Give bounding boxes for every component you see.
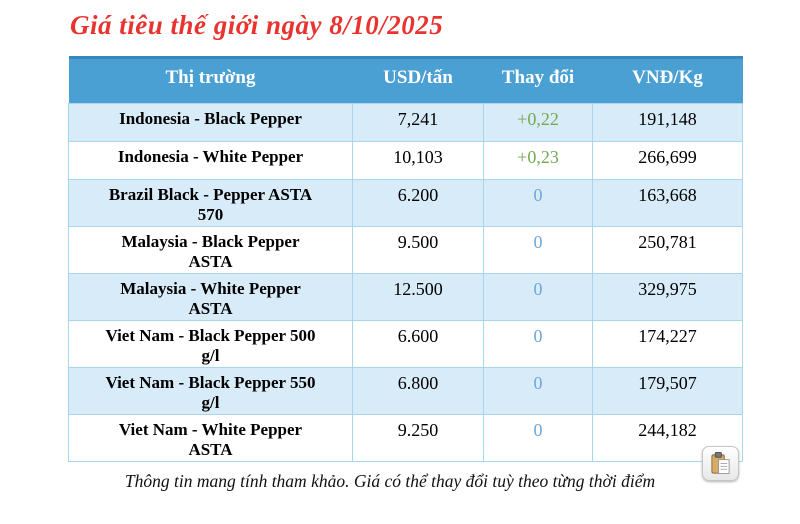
change-cell: +0,23 — [483, 141, 593, 180]
usd-price-cell: 7,241 — [352, 103, 484, 142]
clipboard-icon — [709, 451, 732, 476]
table-row: Viet Nam - Black Pepper 550 g/l 6.800 0 … — [68, 367, 743, 415]
usd-price-cell: 6.800 — [352, 367, 484, 415]
market-cell: Brazil Black - Pepper ASTA 570 — [68, 179, 353, 227]
usd-price-cell: 9.250 — [352, 414, 484, 462]
table-row: Viet Nam - Black Pepper 500 g/l 6.600 0 … — [68, 320, 743, 368]
column-header-change: Thay đổi — [483, 56, 593, 104]
table-row: Indonesia - Black Pepper 7,241 +0,22 191… — [68, 103, 743, 142]
vnd-price-cell: 250,781 — [592, 226, 743, 274]
usd-price-cell: 10,103 — [352, 141, 484, 180]
market-cell: Malaysia - White Pepper ASTA — [68, 273, 353, 321]
vnd-price-cell: 244,182 — [592, 414, 743, 462]
market-cell: Indonesia - White Pepper — [68, 141, 353, 180]
change-cell: +0,22 — [483, 103, 593, 142]
disclaimer-text: Thông tin mang tính tham khảo. Giá có th… — [124, 471, 656, 491]
change-cell: 0 — [483, 320, 593, 368]
table-row: Malaysia - Black Pepper ASTA 9.500 0 250… — [68, 226, 743, 274]
vnd-price-cell: 163,668 — [592, 179, 743, 227]
change-cell: 0 — [483, 414, 593, 462]
vnd-price-cell: 329,975 — [592, 273, 743, 321]
column-header-usd: USD/tấn — [352, 56, 484, 104]
market-cell: Viet Nam - Black Pepper 500 g/l — [68, 320, 353, 368]
table-header-row: Thị trường USD/tấn Thay đổi VNĐ/Kg — [68, 56, 743, 104]
page-title: Giá tiêu thế giới ngày 8/10/2025 — [70, 10, 444, 40]
market-cell: Viet Nam - Black Pepper 550 g/l — [68, 367, 353, 415]
vnd-price-cell: 174,227 — [592, 320, 743, 368]
vnd-price-cell: 179,507 — [592, 367, 743, 415]
change-cell: 0 — [483, 367, 593, 415]
market-cell: Viet Nam - White Pepper ASTA — [68, 414, 353, 462]
column-header-vnd: VNĐ/Kg — [592, 56, 743, 104]
pepper-price-table: Thị trường USD/tấn Thay đổi VNĐ/Kg Indon… — [68, 56, 743, 462]
usd-price-cell: 6.200 — [352, 179, 484, 227]
usd-price-cell: 6.600 — [352, 320, 484, 368]
table-row: Viet Nam - White Pepper ASTA 9.250 0 244… — [68, 414, 743, 462]
vnd-price-cell: 266,699 — [592, 141, 743, 180]
table-row: Indonesia - White Pepper 10,103 +0,23 26… — [68, 141, 743, 180]
column-header-market: Thị trường — [68, 56, 353, 104]
change-cell: 0 — [483, 273, 593, 321]
usd-price-cell: 12.500 — [352, 273, 484, 321]
table-row: Brazil Black - Pepper ASTA 570 6.200 0 1… — [68, 179, 743, 227]
market-cell: Malaysia - Black Pepper ASTA — [68, 226, 353, 274]
table-body: Indonesia - Black Pepper 7,241 +0,22 191… — [68, 103, 743, 462]
change-cell: 0 — [483, 179, 593, 227]
change-cell: 0 — [483, 226, 593, 274]
copy-table-button[interactable] — [702, 446, 739, 481]
usd-price-cell: 9.500 — [352, 226, 484, 274]
table-row: Malaysia - White Pepper ASTA 12.500 0 32… — [68, 273, 743, 321]
vnd-price-cell: 191,148 — [592, 103, 743, 142]
market-cell: Indonesia - Black Pepper — [68, 103, 353, 142]
